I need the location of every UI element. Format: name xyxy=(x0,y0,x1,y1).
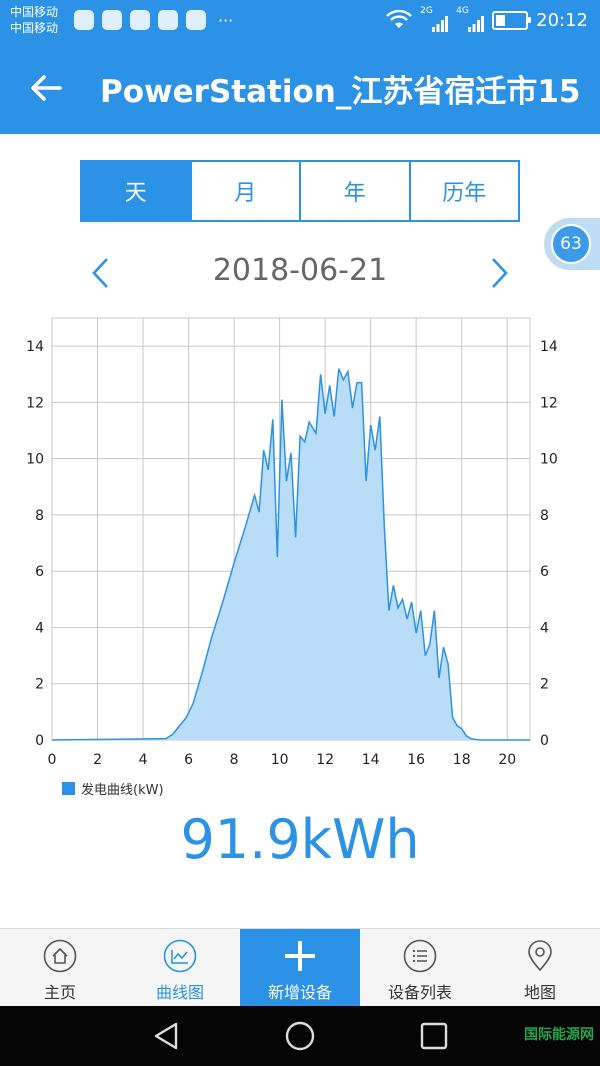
tab-all-years[interactable]: 历年 xyxy=(408,162,518,220)
wifi-icon xyxy=(386,10,412,28)
nav-device-list[interactable]: 设备列表 xyxy=(360,929,480,1007)
network-type-label: 4G xyxy=(456,6,469,16)
carrier-label-1: 中国移动 xyxy=(10,5,59,19)
system-recents-icon[interactable] xyxy=(418,1020,450,1052)
nav-home-label: 主页 xyxy=(43,983,76,1002)
nav-map-label: 地图 xyxy=(523,983,556,1002)
x-tick-label: 18 xyxy=(453,752,471,768)
chart-legend: 发电曲线(kW) xyxy=(62,779,164,798)
y-tick-label-right: 6 xyxy=(540,564,549,580)
x-tick-label: 16 xyxy=(407,752,425,768)
x-tick-label: 20 xyxy=(498,752,516,768)
y-tick-label-left: 0 xyxy=(35,733,44,749)
y-tick-label-right: 2 xyxy=(540,677,549,693)
app-header: PowerStation_江苏省宿迁市15... xyxy=(0,42,600,134)
notification-app-icon xyxy=(74,10,94,30)
x-tick-label: 14 xyxy=(362,752,380,768)
nav-home[interactable]: 主页 xyxy=(0,929,120,1007)
next-date-icon[interactable] xyxy=(484,256,514,290)
nav-chart-label: 曲线图 xyxy=(155,983,204,1002)
x-tick-label: 12 xyxy=(316,752,334,768)
x-tick-label: 8 xyxy=(230,752,239,768)
x-tick-label: 4 xyxy=(139,752,148,768)
system-home-icon[interactable] xyxy=(284,1020,316,1052)
y-tick-label-left: 4 xyxy=(35,620,44,636)
daily-total-energy: 91.9kWh xyxy=(180,808,420,871)
y-tick-label-right: 0 xyxy=(540,733,549,749)
back-arrow-icon[interactable] xyxy=(28,70,64,106)
previous-date-icon[interactable] xyxy=(86,256,116,290)
carrier-label-2: 中国移动 xyxy=(10,21,59,35)
signal-4g-icon: 4G xyxy=(456,6,485,32)
x-tick-label: 2 xyxy=(93,752,102,768)
nav-add-device-label: 新增设备 xyxy=(267,983,332,1002)
notification-app-icon xyxy=(130,10,150,30)
map-pin-icon xyxy=(528,940,552,972)
nav-map[interactable]: 地图 xyxy=(480,929,600,1007)
x-tick-label: 0 xyxy=(48,752,57,768)
tab-year[interactable]: 年 xyxy=(299,162,409,220)
signal-2g-icon: 2G xyxy=(420,6,449,32)
y-tick-label-left: 2 xyxy=(35,677,44,693)
watermark-text: 国际能源网 xyxy=(524,1027,594,1043)
clock: 20:12 xyxy=(536,9,588,31)
x-tick-label: 6 xyxy=(184,752,193,768)
y-tick-label-right: 4 xyxy=(540,620,549,636)
y-tick-label-left: 10 xyxy=(26,452,44,468)
list-icon xyxy=(403,939,437,973)
y-tick-label-right: 12 xyxy=(540,395,558,411)
y-tick-label-left: 6 xyxy=(35,564,44,580)
notification-icons: ··· xyxy=(74,10,233,30)
x-tick-label: 10 xyxy=(271,752,289,768)
legend-label: 发电曲线(kW) xyxy=(81,783,164,798)
battery-icon xyxy=(492,10,532,30)
nav-device-list-label: 设备列表 xyxy=(387,983,452,1002)
bottom-navigation: 主页 曲线图 新增设备 设备列表 地图 xyxy=(0,928,600,1007)
generation-area xyxy=(52,368,530,740)
y-tick-label-left: 14 xyxy=(26,339,44,355)
nav-add-device[interactable]: 新增设备 xyxy=(240,929,360,1007)
y-tick-label-right: 10 xyxy=(540,452,558,468)
generation-line xyxy=(51,368,530,741)
system-back-icon[interactable] xyxy=(150,1020,182,1052)
chart-icon xyxy=(163,939,197,973)
legend-swatch xyxy=(62,782,75,795)
floating-badge[interactable]: 63 xyxy=(544,218,600,270)
carrier-info: 中国移动 中国移动 xyxy=(10,4,58,36)
notification-app-icon xyxy=(186,10,206,30)
android-navigation-bar: 国际能源网 xyxy=(0,1006,600,1066)
date-navigator: 2018-06-21 xyxy=(0,248,600,298)
y-tick-label-right: 8 xyxy=(540,508,549,524)
network-type-label: 2G xyxy=(420,6,433,16)
tab-month[interactable]: 月 xyxy=(189,162,299,220)
y-tick-label-right: 14 xyxy=(540,339,558,355)
more-notifications-icon: ··· xyxy=(218,10,234,30)
plus-icon xyxy=(285,941,315,971)
notification-app-icon xyxy=(158,10,178,30)
y-tick-label-left: 12 xyxy=(26,395,44,411)
notification-app-icon xyxy=(102,10,122,30)
y-tick-label-left: 8 xyxy=(35,508,44,524)
status-bar: 中国移动 中国移动 ··· 2G 4G xyxy=(0,0,600,42)
tab-day[interactable]: 天 xyxy=(82,162,190,220)
home-icon xyxy=(43,939,77,973)
page-title: PowerStation_江苏省宿迁市15... xyxy=(100,74,580,110)
nav-chart[interactable]: 曲线图 xyxy=(120,929,240,1007)
period-tabs: 天 月 年 历年 xyxy=(80,160,520,222)
badge-count: 63 xyxy=(551,224,591,264)
current-date: 2018-06-21 xyxy=(212,253,388,288)
